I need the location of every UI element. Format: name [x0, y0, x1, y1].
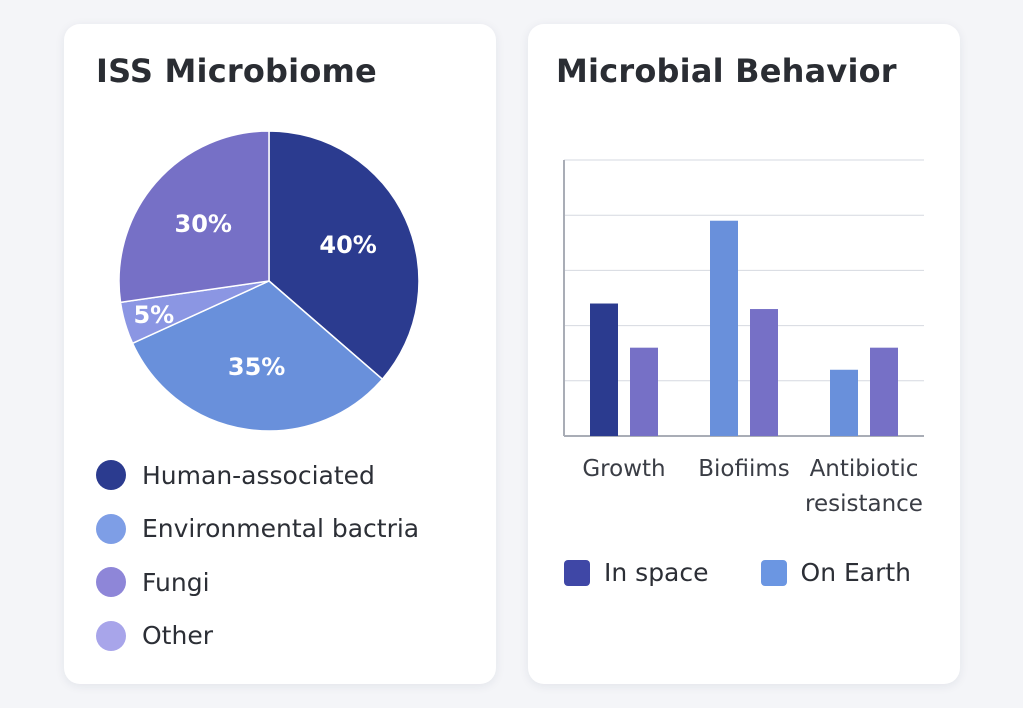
- microbiome-card: ISS Microbiome 40% 35% 5% 30% Human-associa…: [64, 24, 496, 684]
- legend-dot-environmental-bacteria: [96, 513, 126, 544]
- bar-antibiotic-resistance-in-space: [830, 369, 858, 436]
- pie-slice-fungi: [118, 130, 270, 304]
- pie-slice-label: 35%: [228, 353, 285, 381]
- pie-chart: 40% 35% 5% 30%: [118, 130, 420, 432]
- pie-slice-human-associated: [268, 130, 420, 381]
- x-tick-label: Antibiotic: [810, 456, 919, 482]
- bar-antibiotic-resistance-on-earth: [870, 347, 898, 436]
- bar-biofiims-on-earth: [750, 309, 778, 436]
- legend-swatch-on-earth: [760, 559, 787, 586]
- pie-slice-label: 30%: [175, 210, 232, 238]
- bar-legend: In space On Earth: [564, 558, 911, 587]
- bar-chart: Growth Biofiims Antibiotic resistance: [563, 159, 924, 517]
- legend-item-on-earth: On Earth: [760, 558, 912, 587]
- legend-item-fungi: Fungi: [96, 567, 419, 597]
- legend-item-in-space: In space: [564, 558, 709, 587]
- legend-item-environmental-bacteria: Environmental bactria: [96, 513, 420, 544]
- legend-item-other: Other: [96, 620, 419, 651]
- x-tick-label: Biofiims: [698, 456, 790, 482]
- x-tick-label: resistance: [805, 491, 923, 517]
- pie-slice-label: 5%: [133, 301, 174, 329]
- bar-growth-in-space: [590, 303, 618, 436]
- pie-slice-label: 40%: [319, 231, 376, 259]
- bar-chart-title: Microbial Behavior: [556, 52, 897, 90]
- behavior-card: Microbial Behavior Growth Biofiims Antibio…: [528, 24, 960, 684]
- bar-growth-on-earth: [630, 347, 658, 436]
- pie-chart-title: ISS Microbiome: [96, 52, 377, 90]
- pie-slice-environmental-bactria: [131, 280, 384, 432]
- legend-label: Other: [142, 621, 213, 650]
- legend-label: In space: [604, 558, 709, 587]
- legend-dot-human-associated: [96, 460, 126, 490]
- legend-dot-other: [96, 620, 126, 651]
- legend-label: Fungi: [142, 567, 210, 597]
- legend-label: On Earth: [800, 558, 912, 587]
- x-tick-label: Growth: [582, 456, 665, 482]
- legend-item-human-associated: Human-associated: [96, 460, 419, 490]
- bar-biofiims-in-space: [710, 220, 738, 436]
- legend-swatch-in-space: [564, 559, 590, 586]
- legend-label: Human-associated: [142, 460, 375, 490]
- legend-dot-fungi: [96, 567, 126, 597]
- pie-legend: Human-associated Environmental bactria F…: [96, 460, 419, 674]
- legend-label: Environmental bactria: [142, 514, 420, 543]
